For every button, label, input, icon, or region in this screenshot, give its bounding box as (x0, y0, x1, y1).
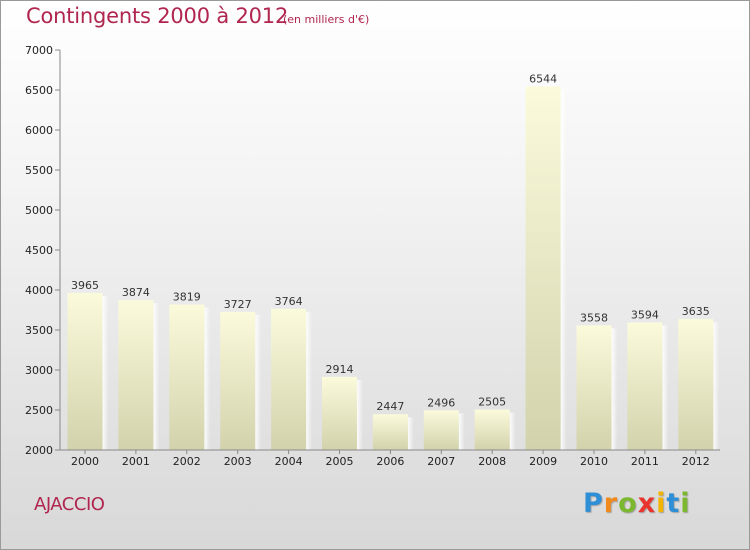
bar-shadow (509, 412, 516, 450)
bar-shadow (407, 417, 414, 450)
bar-shadow (255, 314, 262, 450)
bar-2012 (678, 319, 714, 450)
y-tick-label: 2500 (25, 404, 53, 417)
x-tick-label: 2008 (478, 455, 506, 468)
x-tick-label: 2010 (580, 455, 608, 468)
bar-shadow (153, 303, 160, 450)
bar-2002 (169, 304, 205, 450)
chart-subtitle: (en milliers d'€) (283, 13, 370, 26)
bar-2008 (474, 409, 510, 450)
bar-2007 (423, 410, 459, 450)
x-tick-label: 2000 (71, 455, 99, 468)
value-label: 6544 (529, 72, 557, 85)
value-label: 2496 (427, 396, 455, 409)
value-label: 3594 (631, 308, 659, 321)
chart-title: Contingents 2000 à 2012 (26, 4, 289, 28)
value-label: 2914 (326, 363, 354, 376)
x-tick-label: 2003 (224, 455, 252, 468)
y-tick-label: 2000 (25, 444, 53, 457)
value-label: 2447 (376, 400, 404, 413)
bar-2011 (627, 322, 663, 450)
value-label: 2505 (478, 396, 506, 409)
bar-shadow (204, 307, 211, 450)
bar-shadow (662, 325, 669, 450)
bar-shadow (560, 89, 567, 450)
bar-2005 (322, 376, 357, 450)
y-tick-label: 6000 (25, 124, 53, 137)
bar-shadow (306, 311, 313, 450)
proxiti-logo: Proxiti (583, 488, 691, 519)
value-label: 3874 (122, 286, 150, 299)
y-tick-label: 6500 (25, 84, 53, 97)
y-tick-label: 4500 (25, 244, 53, 257)
place-name: AJACCIO (34, 494, 105, 515)
logo-letter: r (603, 488, 619, 519)
value-label: 3558 (580, 311, 608, 324)
value-label: 3819 (173, 290, 201, 303)
x-tick-label: 2001 (122, 455, 150, 468)
bar-shadow (102, 295, 109, 450)
logo-letter: t (666, 488, 681, 519)
logo-letter: x (637, 488, 657, 519)
value-label: 3764 (275, 295, 303, 308)
bar-2001 (118, 300, 154, 450)
x-tick-label: 2011 (631, 455, 659, 468)
bar-2009 (525, 86, 561, 450)
x-tick-label: 2007 (427, 455, 455, 468)
bar-2003 (220, 311, 256, 450)
value-label: 3727 (224, 298, 252, 311)
bar-shadow (713, 322, 720, 450)
value-label: 3965 (71, 279, 99, 292)
y-tick-label: 7000 (25, 44, 53, 57)
logo-letter: i (656, 488, 667, 519)
y-tick-label: 5000 (25, 204, 53, 217)
bar-2000 (67, 292, 103, 450)
logo-letter: P (583, 488, 604, 519)
value-label: 3635 (682, 305, 710, 318)
x-tick-label: 2004 (275, 455, 303, 468)
x-tick-label: 2012 (682, 455, 710, 468)
bars-layer (67, 86, 720, 450)
axes-layer: 2000 2500 3000 3500 4000 4500 5000 5500 6000 6500… (25, 44, 720, 468)
y-tick-label: 3000 (25, 364, 53, 377)
bar-shadow (611, 328, 618, 450)
bar-2006 (372, 414, 408, 450)
bar-2010 (576, 325, 612, 450)
y-tick-label: 3500 (25, 324, 53, 337)
logo-letter: i (680, 488, 691, 519)
x-tick-label: 2006 (376, 455, 404, 468)
x-tick-label: 2009 (529, 455, 557, 468)
y-tick-label: 5500 (25, 164, 53, 177)
x-tick-label: 2002 (173, 455, 201, 468)
bar-2004 (271, 308, 307, 450)
bar-shadow (458, 413, 465, 450)
logo-letter: o (618, 488, 638, 519)
labels-layer: 3965 3874 3819 3727 3764 2914 2447 2496 2505 6544… (71, 72, 710, 413)
x-tick-label: 2005 (326, 455, 354, 468)
bar-shadow (357, 379, 363, 450)
y-tick-label: 4000 (25, 284, 53, 297)
